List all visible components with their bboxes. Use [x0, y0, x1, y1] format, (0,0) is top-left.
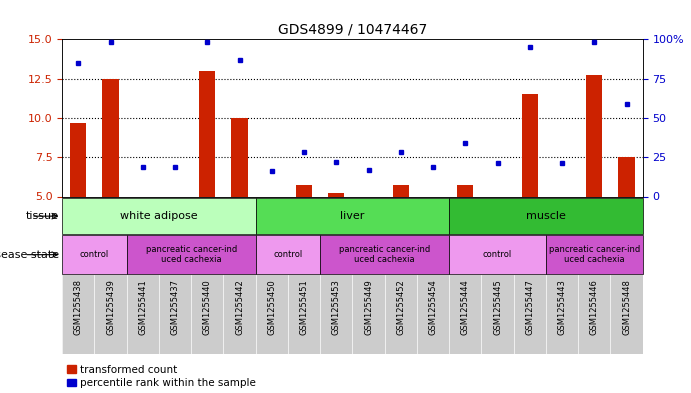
Text: GSM1255449: GSM1255449	[364, 279, 373, 335]
Text: GSM1255446: GSM1255446	[589, 279, 599, 335]
Bar	[618, 157, 634, 196]
Bar	[449, 198, 643, 234]
Text: muscle: muscle	[526, 211, 566, 221]
Bar	[102, 79, 119, 196]
Text: GSM1255445: GSM1255445	[493, 279, 502, 335]
Text: GSM1255452: GSM1255452	[396, 279, 406, 335]
Text: GSM1255447: GSM1255447	[525, 279, 534, 335]
Bar	[328, 193, 344, 196]
Text: pancreatic cancer-ind
uced cachexia: pancreatic cancer-ind uced cachexia	[549, 245, 640, 264]
Bar	[586, 75, 603, 196]
Text: pancreatic cancer-ind
uced cachexia: pancreatic cancer-ind uced cachexia	[339, 245, 430, 264]
Text: GSM1255442: GSM1255442	[235, 279, 244, 335]
Text: control: control	[274, 250, 303, 259]
Text: control: control	[483, 250, 512, 259]
Legend: transformed count, percentile rank within the sample: transformed count, percentile rank withi…	[68, 365, 256, 388]
Bar	[320, 235, 449, 274]
Text: pancreatic cancer-ind
uced cachexia: pancreatic cancer-ind uced cachexia	[146, 245, 237, 264]
Text: control: control	[80, 250, 109, 259]
Bar	[546, 235, 643, 274]
Text: GSM1255437: GSM1255437	[171, 279, 180, 335]
Text: GSM1255443: GSM1255443	[558, 279, 567, 335]
Bar	[256, 235, 320, 274]
Bar	[392, 185, 409, 196]
Bar	[62, 198, 256, 234]
Text: GSM1255438: GSM1255438	[74, 279, 83, 335]
Bar	[256, 198, 449, 234]
Text: GSM1255444: GSM1255444	[461, 279, 470, 335]
Text: GSM1255453: GSM1255453	[332, 279, 341, 335]
Bar	[522, 94, 538, 196]
Text: GSM1255440: GSM1255440	[202, 279, 212, 335]
Text: GSM1255441: GSM1255441	[138, 279, 147, 335]
Text: white adipose: white adipose	[120, 211, 198, 221]
Bar	[62, 235, 126, 274]
Bar	[199, 71, 216, 196]
Title: GDS4899 / 10474467: GDS4899 / 10474467	[278, 23, 427, 37]
Text: GSM1255454: GSM1255454	[428, 279, 437, 335]
Text: liver: liver	[340, 211, 365, 221]
Bar	[126, 235, 256, 274]
Text: GSM1255439: GSM1255439	[106, 279, 115, 335]
Bar	[457, 185, 473, 196]
Text: GSM1255448: GSM1255448	[622, 279, 631, 335]
Bar	[296, 185, 312, 196]
Bar	[449, 235, 546, 274]
Bar	[70, 123, 86, 196]
Text: GSM1255451: GSM1255451	[299, 279, 309, 335]
Text: GSM1255450: GSM1255450	[267, 279, 276, 335]
Text: disease state: disease state	[0, 250, 59, 260]
Bar	[231, 118, 247, 196]
Text: tissue: tissue	[26, 211, 59, 221]
